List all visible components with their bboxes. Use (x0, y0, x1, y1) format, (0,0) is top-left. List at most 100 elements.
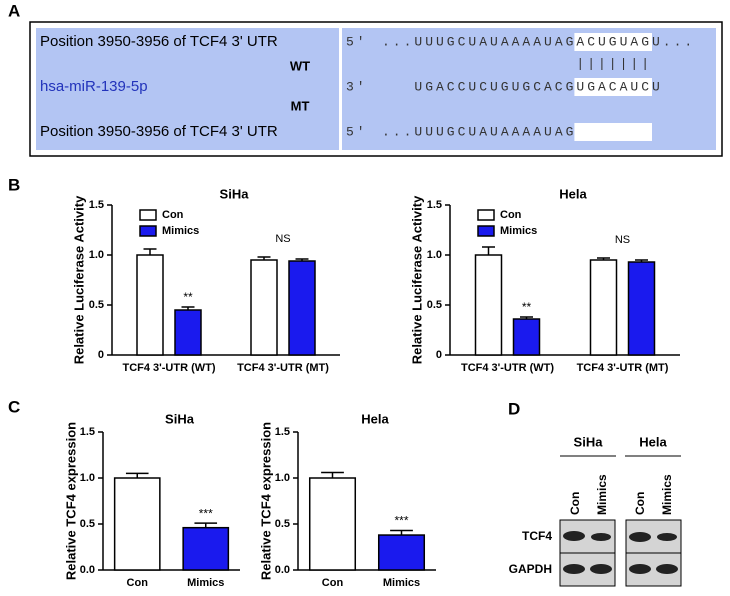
y-tick-label: 0.5 (80, 518, 95, 530)
y-tick-label: 1.5 (80, 426, 95, 438)
x-tick-label: Mimics (383, 577, 420, 589)
bar (113, 477, 161, 571)
lane-label: Con (633, 492, 647, 515)
x-tick-label: Con (322, 577, 344, 589)
y-tick-label: 1.5 (427, 199, 442, 211)
error-bar (635, 259, 648, 262)
site-sequence: ACUGUAG (576, 34, 652, 49)
band (563, 564, 585, 574)
sequence: UGACCUCUGUGCACG (414, 79, 576, 94)
x-tick-label: TCF4 3'-UTR (WT) (461, 362, 554, 374)
strand-end: 3' (346, 79, 368, 94)
y-axis-label: Relative Luciferase Activity (71, 195, 86, 364)
legend-swatch (477, 209, 495, 221)
error-bar (181, 306, 195, 310)
panel-label: B (8, 175, 20, 194)
bar (627, 261, 656, 356)
cell-line: SiHa (574, 434, 604, 449)
site-highlight (574, 33, 652, 51)
y-tick-label: 1.5 (275, 426, 290, 438)
legend-label: Mimics (500, 225, 537, 237)
bar (377, 534, 426, 571)
y-axis-label: Relative Luciferase Activity (409, 195, 424, 364)
error-bar (125, 472, 149, 478)
band (591, 533, 611, 541)
band (629, 532, 651, 542)
significance-label: *** (199, 506, 213, 520)
site-highlight (574, 78, 652, 96)
band (629, 564, 651, 574)
sequence: ...UUUGCUAUAAAAUAG (382, 34, 576, 49)
bar (589, 259, 618, 356)
lane-label: Mimics (660, 474, 674, 515)
chart-title: SiHa (165, 411, 195, 426)
protein-label: TCF4 (522, 529, 552, 543)
wt-label: WT (290, 58, 310, 73)
y-tick-label: 0.5 (427, 299, 442, 311)
error-bar (390, 529, 413, 536)
error-bar (257, 256, 271, 260)
legend-label: Mimics (162, 225, 199, 237)
error-bar (482, 246, 495, 255)
panel-label: A (8, 1, 20, 20)
bar (250, 259, 278, 356)
y-axis-label: Relative TCF4 expression (63, 422, 78, 580)
lane-label: Con (568, 492, 582, 515)
lane-label: Mimics (595, 474, 609, 515)
bar (136, 254, 164, 356)
y-tick-label: 0.0 (275, 564, 290, 576)
protein-label: GAPDH (509, 562, 552, 576)
blots (559, 519, 682, 587)
chart-title: Hela (361, 411, 389, 426)
y-axis-label: Relative TCF4 expression (258, 422, 273, 580)
panel-a-right-fill (342, 28, 716, 150)
legend-swatch (139, 225, 157, 237)
bar (512, 318, 541, 356)
mirna-name: hsa-miR-139-5p (40, 78, 148, 95)
x-tick-label: Mimics (187, 577, 224, 589)
target-name: Position 3950-3956 of TCF4 3' UTR (40, 33, 278, 50)
x-tick-label: TCF4 3'-UTR (MT) (577, 362, 669, 374)
y-tick-label: 1.0 (427, 249, 442, 261)
significance-label: ** (183, 290, 193, 304)
error-bar (295, 258, 309, 261)
site-sequence: UGACAUC (576, 79, 652, 94)
bar (308, 477, 357, 571)
pairing: ||||||| (576, 56, 652, 71)
cell-line: Hela (639, 434, 667, 449)
bar (174, 309, 202, 356)
legend-swatch (139, 209, 157, 221)
bar (182, 526, 230, 571)
bar (288, 260, 316, 356)
significance-label: ** (522, 300, 532, 314)
y-tick-label: 0 (436, 349, 442, 361)
y-tick-label: 1.0 (80, 472, 95, 484)
bar (474, 254, 503, 356)
sequence: U... (652, 34, 695, 49)
bands (563, 531, 678, 574)
y-tick-label: 0.5 (89, 299, 104, 311)
x-tick-label: TCF4 3'-UTR (MT) (237, 362, 329, 374)
chart-title: SiHa (220, 186, 250, 201)
error-bar (520, 316, 533, 319)
y-tick-label: 1.0 (275, 472, 290, 484)
x-tick-label: Con (127, 577, 149, 589)
strand-end: 5' (346, 34, 368, 49)
sequence: ...UUUGCUAUAAAAUAG (382, 124, 576, 139)
y-tick-label: 1.0 (89, 249, 104, 261)
x-tick-label: TCF4 3'-UTR (WT) (122, 362, 215, 374)
mutated-site (574, 123, 652, 141)
target-name: Position 3950-3956 of TCF4 3' UTR (40, 123, 278, 140)
error-bar (321, 471, 344, 478)
error-bar (194, 522, 218, 528)
mt-label: MT (291, 98, 310, 113)
band (656, 564, 678, 574)
sequence: U (652, 79, 663, 94)
band (563, 531, 585, 541)
legend-label: Con (500, 209, 522, 221)
chart-title: Hela (559, 186, 587, 201)
band (657, 533, 677, 541)
significance-label: *** (394, 514, 408, 528)
y-tick-label: 0.5 (275, 518, 290, 530)
error-bar (597, 257, 610, 260)
